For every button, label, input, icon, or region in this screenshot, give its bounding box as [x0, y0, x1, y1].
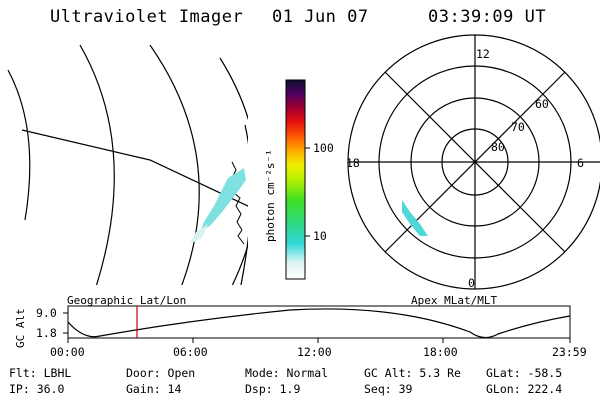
lat-label-60: 60: [535, 97, 549, 111]
lat-label-70: 70: [511, 120, 525, 134]
instrument-title: Ultraviolet Imager: [50, 7, 244, 27]
mode-info: Mode: Normal: [245, 366, 329, 380]
ip-info: IP: 36.0: [9, 382, 65, 396]
y-tick-1.8: 1.8: [36, 326, 57, 340]
x-tick-0000: 00:00: [50, 345, 85, 359]
x-tick-1800: 18:00: [423, 345, 458, 359]
x-tick-1200: 12:00: [297, 345, 332, 359]
lat-label-80: 80: [491, 140, 505, 154]
header-date: 01 Jun 07: [272, 7, 369, 27]
header-time: 03:39:09 UT: [428, 7, 547, 27]
latitude-arc-5: [240, 124, 248, 285]
geographic-map: [7, 45, 248, 285]
timeline-right-title: Apex MLat/MLT: [411, 294, 498, 307]
colorbar-label-10: 10: [313, 229, 327, 243]
door-info: Door: Open: [126, 366, 196, 380]
glat-info: GLat: -58.5: [486, 366, 563, 380]
latitude-arc-1: [7, 69, 31, 221]
gain-info: Gain: 14: [126, 382, 182, 396]
mlt-label-12: 12: [476, 47, 490, 61]
dsp-info: Dsp: 1.9: [245, 382, 301, 396]
mlt-label-0: 0: [468, 276, 475, 290]
altitude-curve: [67, 308, 571, 339]
y-tick-9: 9.0: [36, 306, 57, 320]
latitude-arc-2: [79, 45, 115, 285]
timeline-left-title: Geographic Lat/Lon: [67, 294, 187, 307]
glon-info: GLon: 222.4: [486, 382, 563, 396]
polar-plot: [347, 34, 600, 290]
colorbar-unit-label: photon cm⁻²s⁻¹: [264, 149, 277, 242]
timeline-plot: [63, 305, 571, 343]
timeline-ylabel: GC Alt: [14, 308, 27, 348]
colorbar-label-100: 100: [313, 141, 334, 155]
seq-info: Seq: 39: [364, 382, 413, 396]
filter-info: Flt: LBHL: [9, 366, 72, 380]
latitude-arc-3: [149, 45, 200, 285]
meridian-line: [21, 129, 248, 207]
mlt-label-18: 18: [346, 156, 360, 170]
gc-alt-info: GC Alt: 5.3 Re: [364, 366, 461, 380]
polar-aurora-patch: [402, 200, 428, 236]
x-tick-0600: 06:00: [173, 345, 208, 359]
x-tick-2359: 23:59: [552, 345, 587, 359]
latitude-arc-4: [219, 57, 248, 285]
aurora-patch-faint: [190, 224, 208, 244]
timeline-frame: [67, 305, 571, 339]
aurora-patch: [200, 168, 246, 232]
mlt-label-6: 6: [577, 156, 584, 170]
colorbar: [285, 79, 306, 280]
